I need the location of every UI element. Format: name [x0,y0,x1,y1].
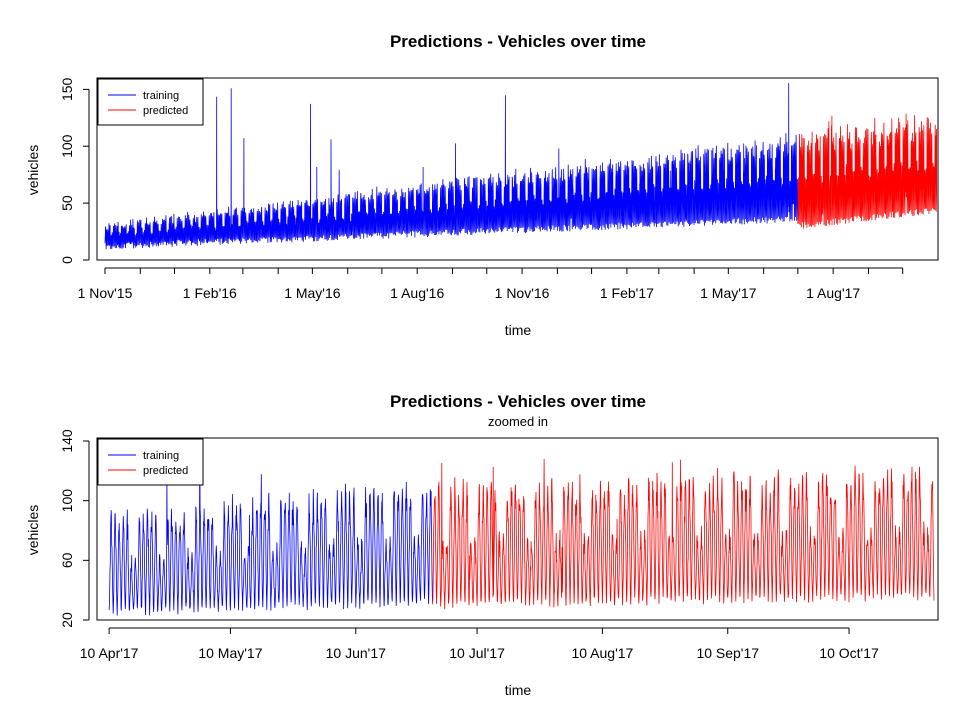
top-x-axis: 1 Nov'15 1 Feb'16 1 May'16 1 Aug'16 1 Nov'16… [78,267,904,301]
top-x-axis-label: time [505,322,532,338]
top-x-tick-label: 1 Nov'15 [78,285,133,301]
top-series-predicted [797,113,937,229]
top-x-tick-label: 1 May'17 [700,285,757,301]
bottom-y-tick-label: 140 [59,429,75,453]
top-legend-predicted-label: predicted [143,105,188,117]
top-y-tick-label: 150 [59,77,75,101]
bottom-y-axis: 20 60 100 140 [59,429,90,628]
top-legend-training-label: training [143,90,179,102]
top-legend-box [97,78,204,126]
top-y-tick-label: 50 [59,195,75,211]
bottom-y-tick-label: 20 [59,612,75,628]
top-series-group [104,82,937,250]
top-y-axis: 0 50 100 150 [59,77,90,264]
top-x-tick-label: 1 May'16 [284,285,341,301]
top-y-tick-label: 100 [59,134,75,158]
bottom-legend-box [97,438,204,486]
bottom-legend-predicted-label: predicted [143,465,188,477]
top-y-axis-label: vehicles [25,145,41,196]
top-y-tick-label: 0 [59,256,75,264]
bottom-series-training [108,442,433,616]
top-x-tick-label: 1 Feb'16 [183,285,237,301]
top-panel: Predictions - Vehicles over time 0 50 100 1… [25,32,939,338]
bottom-plot-frame [96,437,939,621]
top-x-tick-label: 1 Aug'17 [806,285,860,301]
bottom-series-predicted [432,458,935,610]
bottom-x-tick-label: 10 Jul'17 [449,645,505,661]
top-plot-frame [96,77,939,261]
bottom-x-tick-label: 10 May'17 [198,645,262,661]
bottom-y-axis-label: vehicles [25,505,41,556]
bottom-chart-title: Predictions - Vehicles over time [390,392,646,411]
bottom-x-axis-label: time [505,682,532,698]
bottom-chart-subtitle: zoomed in [488,414,548,429]
bottom-x-tick-label: 10 Aug'17 [571,645,633,661]
bottom-panel: Predictions - Vehicles over time zoomed … [25,392,939,698]
top-x-tick-label: 1 Nov'16 [495,285,550,301]
bottom-x-tick-label: 10 Apr'17 [80,645,139,661]
bottom-y-tick-label: 60 [59,552,75,568]
bottom-y-tick-label: 100 [59,489,75,513]
bottom-x-tick-label: 10 Oct'17 [819,645,879,661]
bottom-legend: training predicted [97,438,204,486]
top-x-tick-label: 1 Aug'16 [390,285,444,301]
bottom-legend-training-label: training [143,450,179,462]
bottom-series-group [108,442,935,616]
top-series-training [104,82,799,250]
top-chart-title: Predictions - Vehicles over time [390,32,646,51]
top-legend: training predicted [97,78,204,126]
bottom-x-tick-label: 10 Sep'17 [696,645,759,661]
bottom-x-tick-label: 10 Jun'17 [326,645,386,661]
top-x-tick-label: 1 Feb'17 [600,285,654,301]
bottom-x-axis: 10 Apr'17 10 May'17 10 Jun'17 10 Jul'17 10 A… [80,627,879,661]
